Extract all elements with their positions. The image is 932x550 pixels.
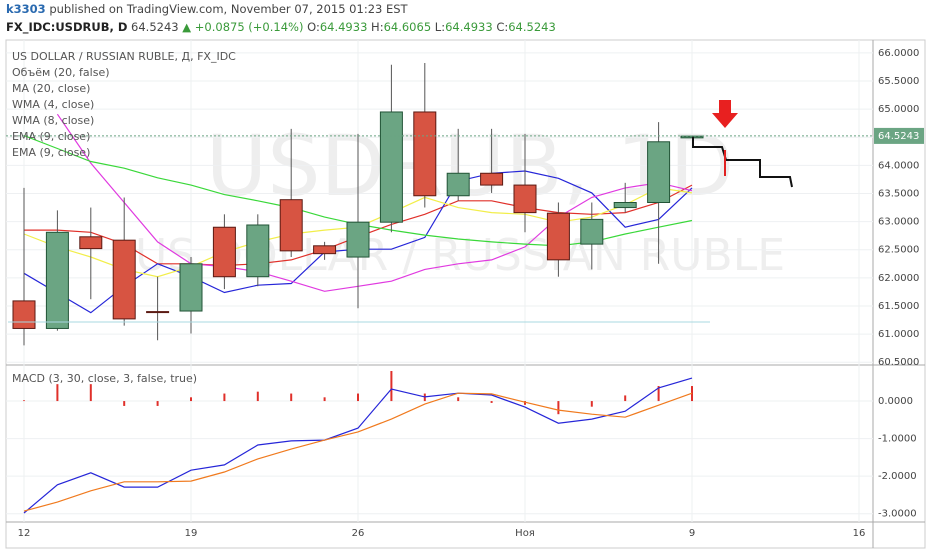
watermark: USDRUB, 1D [206,117,735,215]
y-tick-label: 66.0000 [878,48,919,59]
indicator-line [23,377,693,514]
histogram-bar [524,401,526,405]
x-tick-label: 9 [689,528,695,539]
chart-title: US DOLLAR / RUSSIAN RUBLE, Д, FX_IDC [12,50,236,63]
y-tick-label: 61.0000 [878,329,919,340]
candle-body [647,141,671,204]
histogram-bar [490,401,493,403]
histogram-bar [390,371,393,402]
x-tick-label: 19 [185,528,198,539]
legend-entry: WMA (4, close) [12,98,94,111]
histogram-bar [557,401,560,415]
candle-body [379,111,403,223]
open: 64.4933 [319,20,368,34]
histogram-bar [23,400,25,402]
candle-body [546,212,570,261]
histogram-bar [190,397,192,402]
candle-body [279,199,303,252]
x-tick-label: Ноя [515,528,535,539]
x-tick-label: 12 [18,528,31,539]
histogram-bar [357,393,359,402]
histogram-bar [457,397,460,402]
y-tick-label: 65.0000 [878,104,919,115]
legend-entry: EMA (9, close) [12,130,90,143]
o-label: O: [307,20,320,34]
histogram-bar [290,393,293,402]
histogram-bar [223,393,226,402]
y-tick-label: 65.5000 [878,76,919,87]
last-price-box [874,127,924,144]
c-label: C: [496,20,509,34]
histogram-bar [123,401,126,406]
candle-body [179,263,203,312]
watermark-group: USDRUB, 1D US DOLLAR / RUSSIAN RUBLE [135,117,785,281]
low: 64.4933 [445,20,493,34]
y-tick-label: 0.0000 [878,396,913,407]
watermark-subtitle: US DOLLAR / RUSSIAN RUBLE [135,230,785,281]
quote-line: FX_IDC:USDRUB, D 64.5243 ▲ +0.0875 (+0.1… [6,18,926,36]
candle-body [346,221,370,258]
header: k3303 published on TradingView.com, Nove… [6,0,926,36]
candle-body [146,311,170,314]
histogram-bar [323,397,326,402]
indicator-line [23,392,693,512]
legend-entry: MA (20, close) [12,82,90,95]
publish-line: k3303 published on TradingView.com, Nove… [6,0,926,18]
symbol: FX_IDC:USDRUB, D [6,20,128,34]
candle-body [446,172,470,197]
candle-body [580,218,604,245]
arrow [712,100,738,128]
histogram-bar [657,386,660,402]
frame [5,39,926,549]
indicator-line [56,113,693,292]
histogram-bar [624,395,627,402]
candle-body [613,202,637,209]
high: 64.6065 [383,20,432,34]
y-tick-label: 61.5000 [878,301,919,312]
published: published on TradingView.com, November 0… [49,2,408,16]
change: ▲ +0.0875 (+0.14%) [182,20,304,34]
projection [692,137,793,188]
histogram-bar [256,391,259,402]
close: 64.5243 [508,20,556,34]
candle-body [480,172,504,186]
legend-entry: WMA (8, close) [12,114,94,127]
x-tick-label: 26 [352,528,365,539]
candle-body [45,231,69,329]
x-tick-label: 16 [853,528,866,539]
histogram-bar [89,384,92,402]
y-tick-label: 63.0000 [878,217,919,228]
last-price-label: 64.5243 [878,131,919,142]
candle-body [246,224,270,278]
legend-entry: EMA (9, close) [12,146,90,159]
l-label: L: [434,20,446,34]
y-tick-label: 64.0000 [878,160,919,171]
pane-title: MACD (3, 30, close, 3, false, true) [12,372,197,385]
histogram-bar [56,384,59,402]
y-tick-label: 62.5000 [878,245,919,256]
h-label: H: [371,20,384,34]
y-tick-label: -3.0000 [878,509,917,520]
y-tick-label: 60.5000 [878,357,919,368]
plot: 60.5000 61.0000 61.5000 62.0000 62.5000 63.00… [6,40,924,539]
histogram-bar [590,401,593,407]
candle-body [12,300,36,329]
y-tick-label: -1.0000 [878,434,917,445]
y-tick-label: 63.5000 [878,189,919,200]
user[interactable]: k3303 [6,2,46,16]
y-tick-label: -2.0000 [878,471,917,482]
candle-body [513,184,537,214]
volume-legend: Объём (20, false) [12,66,110,79]
y-tick-label: 62.0000 [878,273,919,284]
histogram-bar [156,401,159,406]
candle-body [112,239,136,320]
candle-body [413,111,437,197]
last: 64.5243 [131,20,179,34]
candle-body [79,236,103,250]
candle-body [212,226,236,278]
candle-body [313,245,337,255]
